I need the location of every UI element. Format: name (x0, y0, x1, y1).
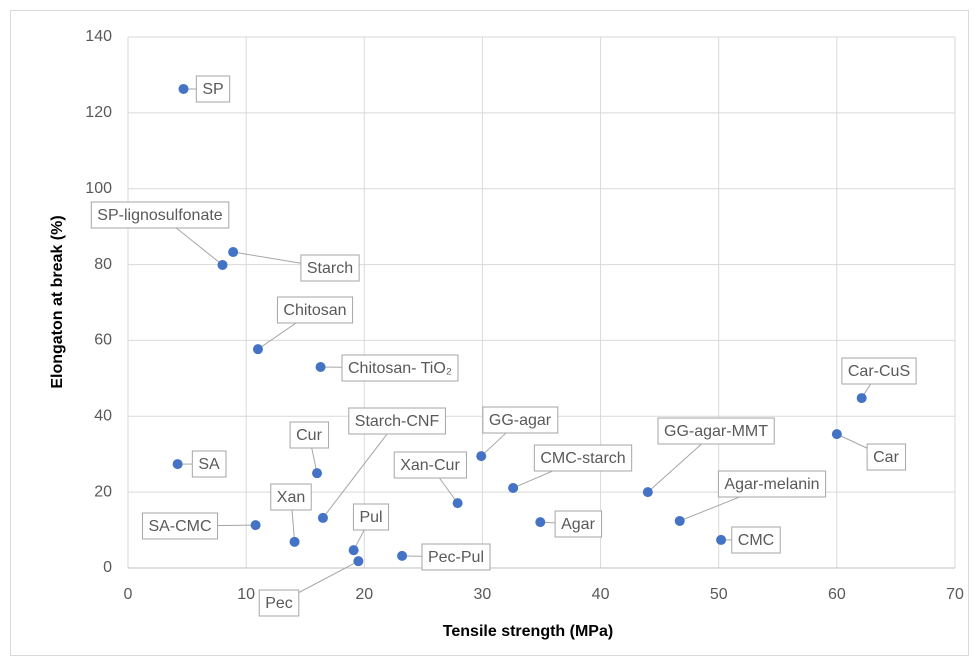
point (217, 259, 228, 270)
point-label: Car-CuS (848, 363, 910, 380)
label-box (90, 201, 230, 229)
x-tick-label: 40 (592, 586, 610, 603)
y-tick-label: 20 (94, 483, 112, 500)
x-tick-label: 60 (828, 586, 846, 603)
point (250, 520, 261, 531)
label-box (533, 444, 633, 472)
point (172, 459, 183, 470)
point-label: Pec (265, 595, 293, 612)
point-label: Starch (307, 260, 353, 277)
y-tick-label: 60 (94, 332, 112, 349)
point-label: GG-agar-MMT (664, 423, 768, 440)
point-label: SP (202, 81, 223, 98)
point-label: SA-CMC (148, 518, 211, 535)
label-box (352, 503, 390, 531)
point (348, 545, 359, 556)
label-box (276, 296, 354, 324)
y-tick-label: 140 (85, 28, 112, 45)
x-tick-label: 70 (946, 586, 964, 603)
label-box (731, 526, 781, 554)
point (178, 83, 189, 94)
point-label: Car (873, 449, 899, 466)
point-label: Xan-Cur (400, 457, 460, 474)
point (642, 487, 653, 498)
label-box (258, 589, 300, 617)
grid: 0 10 20 30 40 50 60 70 0 20 40 60 80 100 120 140 (85, 28, 964, 603)
label-box (657, 417, 775, 445)
label-box (300, 254, 360, 282)
label-box (717, 470, 827, 498)
point (856, 393, 867, 404)
x-tick-label: 0 (124, 586, 133, 603)
point-label: Chitosan- TiO₂ (348, 360, 452, 377)
point-label: Pec-Pul (428, 549, 484, 566)
points (172, 83, 867, 567)
point (289, 536, 300, 547)
x-axis-title: Tensile strength (MPa) (443, 623, 613, 640)
point-label: Starch-CNF (355, 413, 440, 430)
y-tick-label: 40 (94, 408, 112, 425)
point (252, 344, 263, 355)
point (716, 534, 727, 545)
point-label: GG-agar (489, 412, 552, 429)
label-box (141, 512, 219, 540)
label-box (554, 510, 603, 538)
label-box (348, 407, 446, 435)
point (508, 482, 519, 493)
label-box (421, 543, 491, 571)
label-box (482, 406, 559, 434)
point-label: Xan (277, 489, 305, 506)
labels: SP SP-lignosulfonate Starch Chitosan Chitosa… (90, 75, 917, 617)
point (312, 468, 323, 479)
point (674, 515, 685, 526)
point-label: CMC (738, 532, 774, 549)
x-tick-label: 50 (710, 586, 728, 603)
x-tick-label: 10 (237, 586, 255, 603)
point (397, 550, 408, 561)
label-box (191, 450, 227, 478)
x-tick-label: 30 (474, 586, 492, 603)
point-label: Cur (296, 427, 322, 444)
label-box (841, 357, 917, 385)
label-box (341, 354, 459, 382)
point (317, 512, 328, 523)
point-label: Chitosan (283, 302, 346, 319)
point-label: Agar (561, 516, 595, 533)
label-box (270, 483, 312, 511)
y-tick-label: 0 (103, 559, 112, 576)
point (831, 429, 842, 440)
point (353, 556, 364, 567)
point (535, 517, 546, 528)
leader-line (322, 420, 398, 519)
y-tick-label: 120 (85, 104, 112, 121)
label-box (866, 443, 907, 471)
point-label: Agar-melanin (724, 476, 819, 493)
label-box (195, 75, 231, 103)
label-box (393, 451, 467, 479)
y-tick-label: 80 (94, 256, 112, 273)
x-tick-label: 20 (355, 586, 373, 603)
point-label: SP-lignosulfonate (97, 207, 223, 224)
y-tick-label: 100 (85, 180, 112, 197)
point (476, 451, 487, 462)
point-label: CMC-starch (540, 450, 625, 467)
point (315, 361, 326, 372)
point-label: Pul (359, 509, 382, 526)
point-label: SA (198, 456, 220, 473)
y-axis-title: Elongaton at break (%) (49, 215, 66, 388)
label-box (289, 421, 330, 449)
point (452, 498, 463, 509)
point (228, 247, 239, 258)
